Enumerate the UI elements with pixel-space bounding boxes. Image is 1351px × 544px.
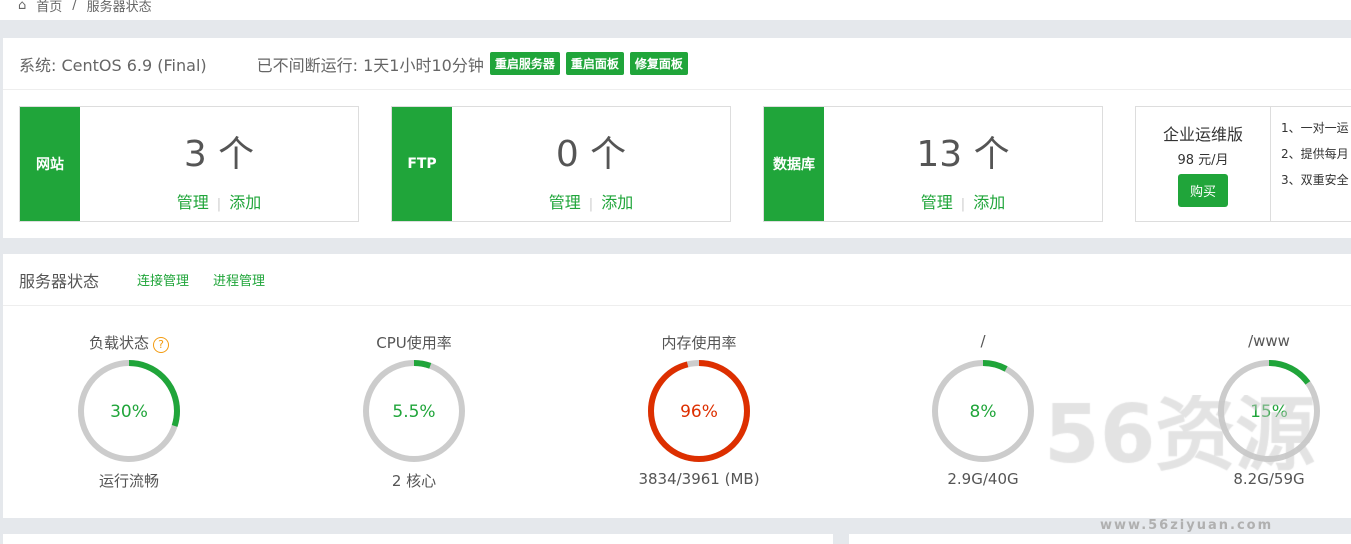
gauge-fill: [363, 360, 465, 462]
gauge-value: 96%: [680, 402, 718, 422]
gauge-fill: [648, 360, 750, 462]
gauge-fill: [78, 360, 180, 462]
bottom-panel-left: [3, 534, 833, 544]
watermark-url: www.56ziyuan.com: [1100, 518, 1274, 533]
add-link[interactable]: 添加: [601, 193, 634, 212]
bottom-panel-right: [849, 534, 1351, 544]
buy-button[interactable]: 购买: [1177, 174, 1228, 207]
server-status-panel: 服务器状态 连接管理 进程管理 负载状态? 30% 运行流畅 CPU使用率 5.…: [3, 254, 1351, 518]
gauge-value: 5.5%: [392, 402, 435, 422]
enterprise-ad: 企业运维版 98 元/月 购买 1、一对一运 2、提供每月 3、双重安全: [1135, 106, 1351, 222]
uptime: 已不间断运行: 1天1小时10分钟: [256, 55, 484, 75]
connection-manage-link[interactable]: 连接管理: [137, 274, 190, 289]
gauge-ring[interactable]: 5.5%: [359, 356, 469, 466]
gauge-value: 30%: [110, 402, 148, 422]
gauge: 负载状态? 30% 运行流畅: [49, 332, 209, 491]
link-separator: |: [960, 197, 966, 212]
gauge-detail: 3834/3961 (MB): [638, 470, 760, 488]
overview-panel: 系统: CentOS 6.9 (Final) 已不间断运行: 1天1小时10分钟…: [3, 38, 1351, 238]
card-count: 3 个: [183, 134, 255, 175]
breadcrumb: ⌂ 首页 / 服务器状态: [0, 0, 1351, 20]
add-link[interactable]: 添加: [229, 193, 262, 212]
gauge-name: /: [980, 332, 986, 350]
help-icon[interactable]: ?: [153, 337, 169, 353]
link-separator: |: [216, 197, 222, 212]
stat-card: 网站 3 个 管理 | 添加: [19, 106, 359, 222]
card-count: 13 个: [916, 134, 1010, 175]
gauge: CPU使用率 5.5% 2 核心: [334, 332, 494, 491]
breadcrumb-current: 服务器状态: [86, 0, 152, 15]
stat-card: FTP 0 个 管理 | 添加: [391, 106, 731, 222]
manage-link[interactable]: 管理: [176, 193, 209, 212]
ad-item: 2、提供每月: [1281, 147, 1349, 161]
gauge-detail: 2 核心: [391, 472, 437, 490]
gauge-name: 负载状态: [88, 334, 149, 352]
breadcrumb-home[interactable]: 首页: [36, 0, 63, 15]
card-count: 0 个: [555, 134, 627, 175]
gauge-ring[interactable]: 30%: [74, 356, 184, 466]
home-icon[interactable]: ⌂: [18, 0, 27, 13]
card-label: 数据库: [764, 107, 824, 221]
gauge-fill: [1218, 360, 1320, 462]
gauge-name: 内存使用率: [661, 334, 737, 352]
gauge-detail: 8.2G/59G: [1233, 470, 1305, 488]
gauge-name: CPU使用率: [376, 334, 452, 352]
gauge: / 8% 2.9G/40G: [903, 332, 1063, 488]
ad-item: 1、一对一运: [1281, 121, 1349, 135]
ad-price: 98 元/月: [1177, 153, 1229, 168]
gauge-ring[interactable]: 96%: [644, 356, 754, 466]
gauge-name: /www: [1248, 332, 1290, 350]
link-separator: |: [588, 197, 594, 212]
stat-card: 数据库 13 个 管理 | 添加: [763, 106, 1103, 222]
gauge-ring[interactable]: 8%: [928, 356, 1038, 466]
gauge-value: 8%: [970, 402, 997, 422]
repair-panel-button[interactable]: 修复面板: [629, 52, 688, 75]
manage-link[interactable]: 管理: [920, 193, 953, 212]
add-link[interactable]: 添加: [973, 193, 1006, 212]
breadcrumb-separator: /: [72, 0, 77, 13]
gauge-fill: [932, 360, 1034, 462]
gauge: 内存使用率 96% 3834/3961 (MB): [619, 332, 779, 488]
restart-server-button[interactable]: 重启服务器: [489, 52, 560, 75]
card-label: FTP: [392, 107, 452, 221]
os-info: 系统: CentOS 6.9 (Final): [19, 55, 207, 75]
restart-panel-button[interactable]: 重启面板: [565, 52, 624, 75]
gauge-ring[interactable]: 15%: [1214, 356, 1324, 466]
manage-link[interactable]: 管理: [548, 193, 581, 212]
gauge-detail: 2.9G/40G: [947, 470, 1019, 488]
ad-item: 3、双重安全: [1281, 173, 1349, 187]
ad-title: 企业运维版: [1162, 125, 1243, 144]
gauge-value: 15%: [1250, 402, 1288, 422]
gauge-detail: 运行流畅: [98, 472, 159, 490]
gauge: /www 15% 8.2G/59G: [1189, 332, 1349, 488]
card-label: 网站: [20, 107, 80, 221]
process-manage-link[interactable]: 进程管理: [213, 274, 266, 289]
section-title: 服务器状态: [19, 271, 100, 291]
